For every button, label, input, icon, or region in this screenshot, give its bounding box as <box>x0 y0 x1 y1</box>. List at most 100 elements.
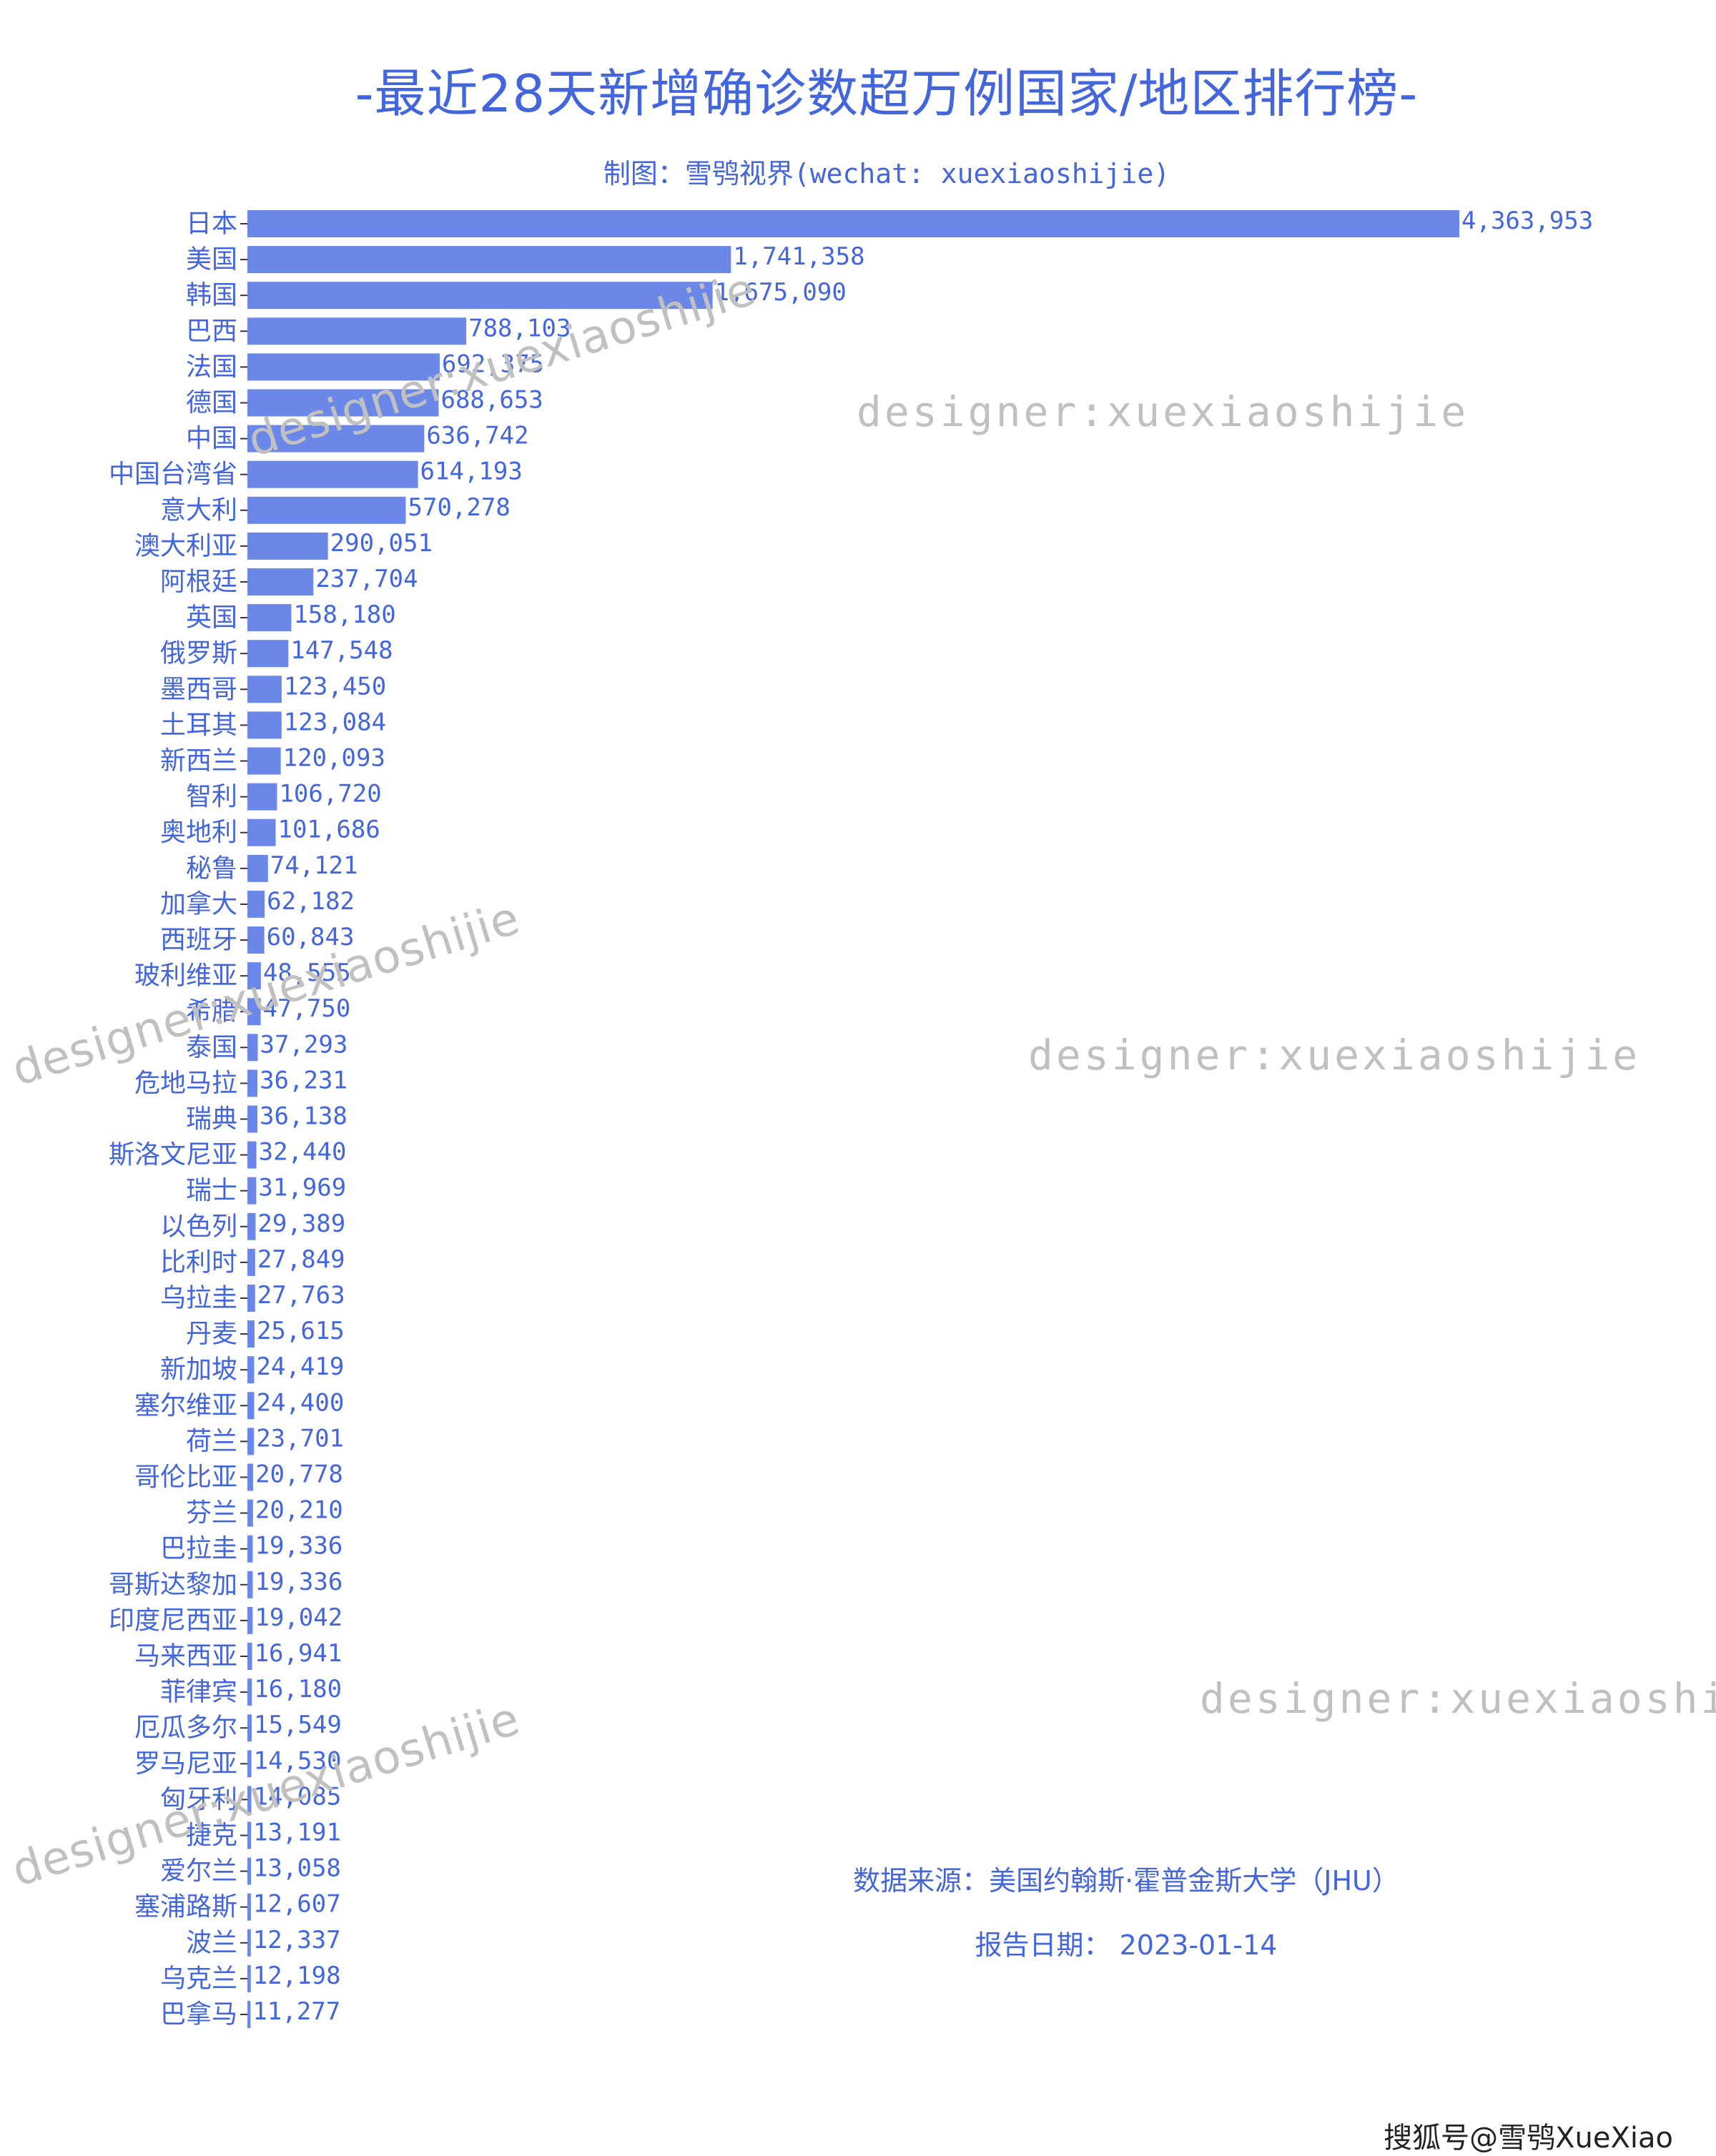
bar-22 <box>247 962 261 990</box>
value-label-19: 74,121 <box>270 851 358 880</box>
bar-45 <box>247 1786 252 1814</box>
value-label-26: 36,138 <box>260 1102 347 1131</box>
value-label-1: 4,363,953 <box>1461 207 1593 235</box>
value-label-4: 788,103 <box>468 314 571 342</box>
bar-27 <box>247 1141 257 1169</box>
category-label-43: 厄瓜多尔 <box>134 1714 237 1743</box>
bar-28 <box>247 1177 257 1205</box>
value-label-44: 14,530 <box>254 1746 342 1775</box>
category-label-3: 韩国 <box>186 281 237 310</box>
value-label-12: 158,180 <box>293 600 395 629</box>
category-label-11: 阿根廷 <box>160 568 237 597</box>
value-label-32: 25,615 <box>257 1317 345 1345</box>
bar-26 <box>247 1105 258 1133</box>
category-label-27: 斯洛文尼亚 <box>109 1140 237 1170</box>
bar-chart: 日本美国韩国巴西法国德国中国中国台湾省意大利澳大利亚阿根廷英国俄罗斯墨西哥土耳其… <box>109 207 1593 2029</box>
category-label-4: 巴西 <box>186 317 237 346</box>
value-label-33: 24,419 <box>256 1353 344 1381</box>
bar-1 <box>247 210 1459 237</box>
category-labels-layer: 日本美国韩国巴西法国德国中国中国台湾省意大利澳大利亚阿根廷英国俄罗斯墨西哥土耳其… <box>109 209 237 2029</box>
value-label-6: 688,653 <box>440 386 543 415</box>
bar-33 <box>247 1356 255 1384</box>
bar-18 <box>247 819 276 846</box>
bar-2 <box>247 246 731 274</box>
value-label-20: 62,182 <box>267 887 355 916</box>
bar-25 <box>247 1069 258 1097</box>
bar-34 <box>247 1392 255 1420</box>
category-label-46: 捷克 <box>186 1821 237 1850</box>
bar-23 <box>247 998 261 1026</box>
category-label-39: 哥斯达黎加 <box>109 1570 237 1599</box>
bar-17 <box>247 783 277 811</box>
value-label-18: 101,686 <box>277 816 380 844</box>
bar-7 <box>247 425 425 453</box>
bar-51 <box>247 2001 251 2028</box>
watermark-3: designer:xuexiaoshijie <box>1200 1674 1716 1723</box>
value-label-8: 614,193 <box>420 458 523 486</box>
category-label-40: 印度尼西亚 <box>109 1606 237 1635</box>
category-label-37: 芬兰 <box>186 1498 237 1528</box>
bar-12 <box>247 604 292 632</box>
bars-layer <box>247 210 1459 2028</box>
bar-40 <box>247 1606 253 1634</box>
value-label-31: 27,763 <box>257 1281 345 1310</box>
bar-44 <box>247 1750 252 1778</box>
value-label-40: 19,042 <box>255 1603 342 1632</box>
category-label-24: 泰国 <box>186 1033 237 1062</box>
watermark-1: designer:xuexiaoshijie <box>857 387 1469 436</box>
bar-13 <box>247 640 289 668</box>
category-label-34: 塞尔维亚 <box>134 1391 237 1420</box>
category-label-33: 新加坡 <box>160 1355 237 1385</box>
value-label-37: 20,210 <box>255 1496 343 1525</box>
category-label-26: 瑞典 <box>186 1104 237 1134</box>
bar-43 <box>247 1714 252 1742</box>
value-label-51: 11,277 <box>252 1997 340 2026</box>
bar-41 <box>247 1643 252 1670</box>
category-label-16: 新西兰 <box>160 746 237 776</box>
bar-11 <box>247 568 314 595</box>
bar-8 <box>247 460 418 488</box>
value-label-21: 60,843 <box>267 923 355 951</box>
category-label-51: 巴拿马 <box>160 2000 237 2029</box>
value-label-29: 29,389 <box>257 1210 345 1238</box>
bar-31 <box>247 1285 255 1312</box>
bar-5 <box>247 353 440 381</box>
value-label-30: 27,849 <box>257 1245 345 1274</box>
category-label-6: 德国 <box>186 388 237 417</box>
value-label-7: 636,742 <box>426 422 528 450</box>
bar-24 <box>247 1034 258 1062</box>
category-label-29: 以色列 <box>160 1212 237 1241</box>
value-label-50: 12,198 <box>253 1962 341 1990</box>
category-label-5: 法国 <box>186 352 237 382</box>
bar-50 <box>247 1964 251 1992</box>
value-label-13: 147,548 <box>290 636 393 665</box>
category-label-45: 匈牙利 <box>160 1785 237 1814</box>
bar-21 <box>247 926 265 954</box>
value-label-27: 32,440 <box>259 1138 347 1167</box>
category-label-38: 巴拉圭 <box>160 1534 237 1563</box>
value-label-24: 37,293 <box>260 1030 347 1059</box>
category-label-15: 土耳其 <box>160 711 237 740</box>
value-label-39: 19,336 <box>255 1568 343 1596</box>
value-label-5: 692,375 <box>442 350 544 378</box>
category-label-48: 塞浦路斯 <box>134 1892 237 1922</box>
bar-42 <box>247 1678 252 1706</box>
category-label-9: 意大利 <box>160 495 237 525</box>
category-label-10: 澳大利亚 <box>134 531 237 560</box>
bar-32 <box>247 1320 255 1348</box>
category-label-20: 加拿大 <box>160 889 237 919</box>
value-label-46: 13,191 <box>253 1819 341 1847</box>
value-label-17: 106,720 <box>279 780 381 808</box>
bar-30 <box>247 1248 255 1276</box>
platform-watermark: 搜狐号@雪鸮XueXiao <box>1384 2122 1673 2155</box>
bar-20 <box>247 890 265 918</box>
category-label-35: 荷兰 <box>186 1427 237 1456</box>
bar-37 <box>247 1499 253 1527</box>
bar-14 <box>247 676 282 703</box>
value-label-3: 1,675,090 <box>715 278 847 307</box>
bar-3 <box>247 282 713 310</box>
value-label-34: 24,400 <box>256 1388 344 1417</box>
bar-48 <box>247 1893 251 1921</box>
category-label-2: 美国 <box>186 245 237 275</box>
category-label-28: 瑞士 <box>186 1176 237 1205</box>
